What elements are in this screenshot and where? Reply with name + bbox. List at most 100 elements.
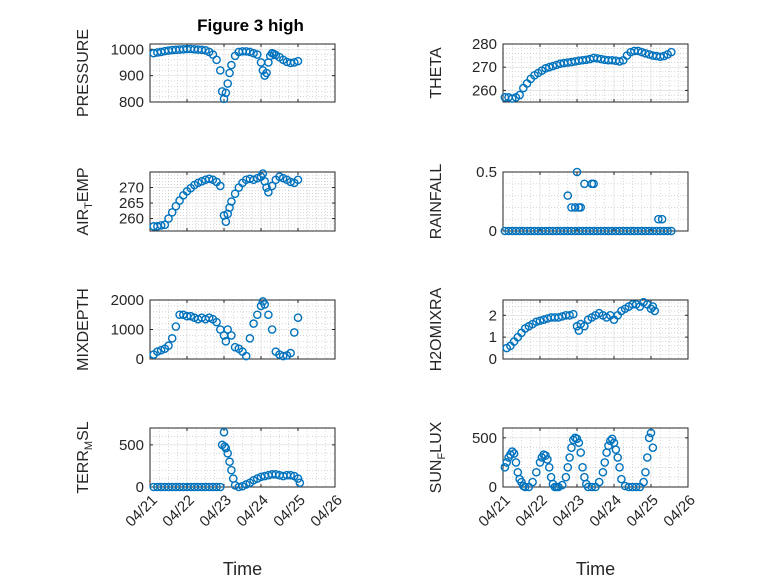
axes-border	[502, 171, 689, 232]
data-point	[227, 60, 236, 70]
x-tick-label: 04/25	[623, 492, 662, 531]
data-point	[576, 203, 586, 212]
series-markers	[502, 297, 660, 353]
subplot-5: 0 1000 2000 MIXDEPTH	[75, 288, 336, 371]
data-point	[225, 457, 234, 467]
data-point	[502, 458, 512, 467]
axes-border	[149, 299, 336, 360]
data-point	[167, 208, 177, 217]
subplot-1: 800 900 1000 PRESSURE Figure 3 high	[75, 16, 336, 117]
data-point	[543, 455, 552, 464]
x-tick-label: 04/24	[586, 492, 625, 531]
y-axis-label: MIXDEPTH	[75, 288, 92, 371]
data-point	[252, 310, 262, 320]
y-tick-label: 260	[119, 211, 144, 228]
data-point	[267, 181, 277, 191]
data-point	[221, 217, 231, 226]
data-point	[557, 480, 567, 490]
data-point	[234, 482, 244, 492]
data-point	[262, 68, 271, 78]
data-point	[215, 181, 225, 191]
axes-border	[502, 43, 689, 103]
data-point	[563, 191, 573, 200]
data-point	[567, 443, 576, 452]
data-point	[544, 62, 554, 72]
data-point	[252, 50, 262, 59]
data-point	[541, 451, 550, 460]
data-point	[507, 94, 517, 103]
y-tick-label: 0	[489, 479, 497, 496]
data-point	[515, 90, 524, 100]
y-tick-label: 265	[119, 195, 144, 212]
data-point	[212, 55, 221, 65]
data-point	[643, 453, 652, 462]
series-markers	[149, 169, 303, 231]
data-point	[221, 336, 231, 346]
data-point	[565, 310, 574, 320]
data-point	[617, 474, 626, 484]
data-point	[197, 45, 207, 55]
data-point	[156, 221, 166, 230]
data-point	[655, 52, 665, 62]
series-markers	[500, 167, 676, 236]
data-point	[541, 64, 550, 73]
data-point	[212, 482, 221, 492]
y-tick-label: 2	[489, 307, 497, 324]
data-point	[589, 179, 598, 189]
y-axis-label: TERRMSL	[75, 421, 95, 493]
y-tick-label: 270	[119, 180, 144, 197]
data-point	[293, 313, 303, 323]
y-tick-label: 0	[489, 223, 497, 240]
data-point	[293, 56, 303, 66]
y-tick-label: 280	[472, 36, 497, 53]
data-point	[572, 167, 582, 177]
data-point	[509, 449, 519, 458]
data-point	[223, 79, 232, 88]
data-point	[223, 448, 232, 458]
data-point	[663, 226, 672, 236]
data-point	[572, 434, 582, 444]
data-point	[565, 453, 574, 462]
data-point	[289, 58, 299, 67]
chart-title: Figure 3 high	[197, 16, 304, 35]
data-point	[164, 214, 173, 223]
data-point	[628, 300, 637, 309]
data-point	[223, 325, 232, 334]
data-point	[648, 302, 658, 311]
data-point	[548, 61, 558, 71]
data-point	[293, 474, 303, 483]
y-tick-label: 1	[489, 329, 497, 346]
y-tick-label: 0	[136, 351, 144, 368]
y-tick-label: 2000	[111, 292, 144, 309]
data-point	[227, 197, 236, 206]
data-point	[215, 482, 225, 492]
data-point	[264, 310, 273, 320]
data-point	[631, 482, 641, 492]
axes-border	[149, 171, 336, 232]
y-tick-label: 0	[489, 351, 497, 368]
data-point	[215, 66, 225, 75]
x-tick-label: 04/23	[196, 492, 235, 531]
y-tick-label: 260	[472, 82, 497, 99]
data-point	[615, 57, 624, 66]
data-point	[563, 463, 573, 472]
data-point	[633, 46, 643, 56]
data-point	[657, 214, 667, 224]
data-point	[264, 187, 273, 197]
data-point	[637, 47, 647, 57]
data-point	[221, 443, 231, 453]
data-point	[641, 467, 650, 477]
data-point	[580, 321, 589, 331]
x-tick-label: 04/21	[475, 492, 514, 531]
y-tick-label: 500	[119, 437, 144, 454]
series-markers	[149, 44, 303, 104]
data-point	[245, 47, 255, 57]
y-tick-label: 270	[472, 59, 497, 76]
data-point	[535, 316, 545, 326]
data-point	[594, 477, 604, 487]
data-point	[532, 467, 541, 477]
data-point	[644, 433, 654, 443]
data-point	[225, 68, 234, 78]
data-point	[249, 319, 258, 328]
